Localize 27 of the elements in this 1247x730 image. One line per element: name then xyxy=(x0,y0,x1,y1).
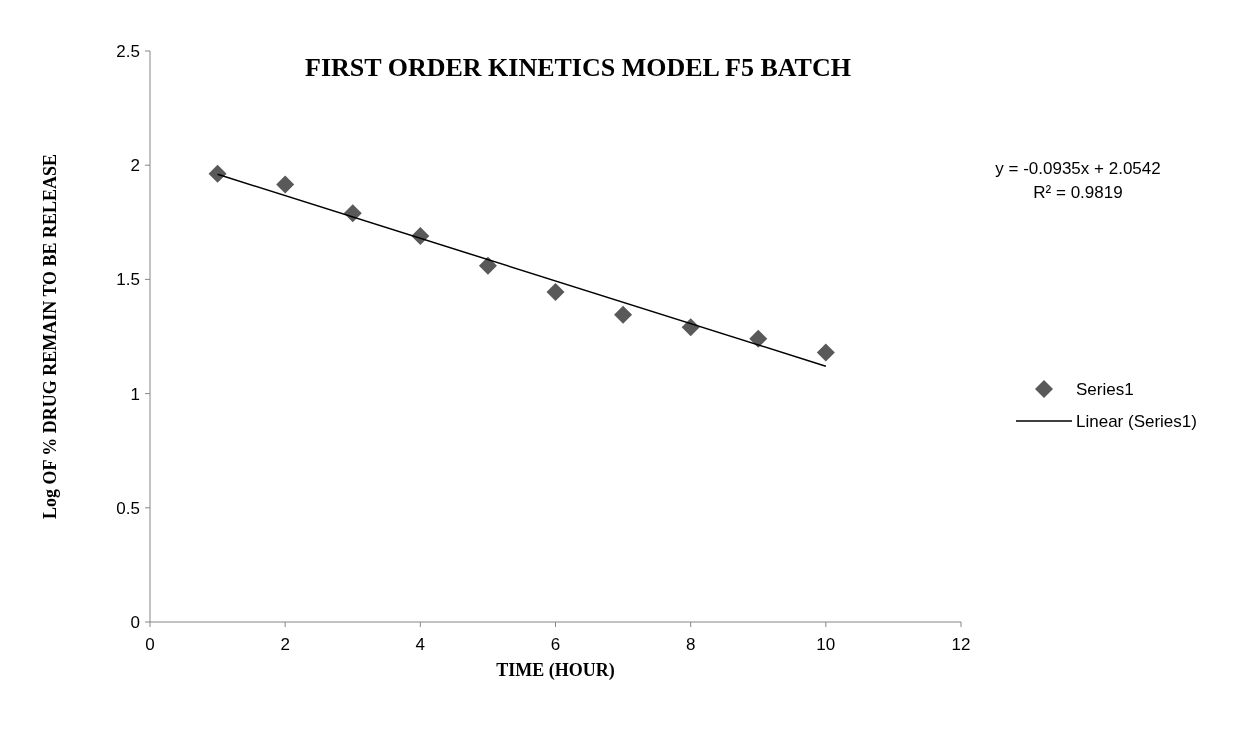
y-tick-label: 0.5 xyxy=(116,498,140,518)
point xyxy=(478,256,497,275)
y-tick-label: 0 xyxy=(130,612,140,632)
text: y = -0.0935x + 2.0542 xyxy=(995,159,1161,178)
point xyxy=(816,343,835,362)
x-tick-label: 2 xyxy=(280,635,290,654)
legend-label: Series1 xyxy=(1076,379,1134,399)
point xyxy=(749,329,768,348)
y-tick-label: 2.5 xyxy=(116,41,140,61)
chart-title: FIRST ORDER KINETICS MODEL F5 BATCH xyxy=(305,53,851,82)
point xyxy=(546,282,565,301)
x-tick-label: 10 xyxy=(816,635,836,654)
legend-label: Linear (Series1) xyxy=(1076,411,1197,431)
x-tick-label: 12 xyxy=(951,635,971,654)
point xyxy=(276,175,295,194)
x-axis-title: TIME (HOUR) xyxy=(496,660,615,681)
x-tick-label: 4 xyxy=(415,635,426,654)
x-tick-label: 0 xyxy=(145,635,155,654)
text: R² = 0.9819 xyxy=(1033,183,1123,202)
y-tick-label: 1 xyxy=(130,384,140,404)
y-tick-label: 2 xyxy=(130,156,140,176)
y-axis-title: Log OF % DRUG REMAIN TO BE RELEASE xyxy=(40,153,60,520)
point xyxy=(614,305,633,324)
x-tick-label: 6 xyxy=(550,635,561,654)
y-tick-label: 1.5 xyxy=(116,270,140,290)
x-tick-label: 8 xyxy=(685,635,696,654)
point xyxy=(208,164,227,183)
